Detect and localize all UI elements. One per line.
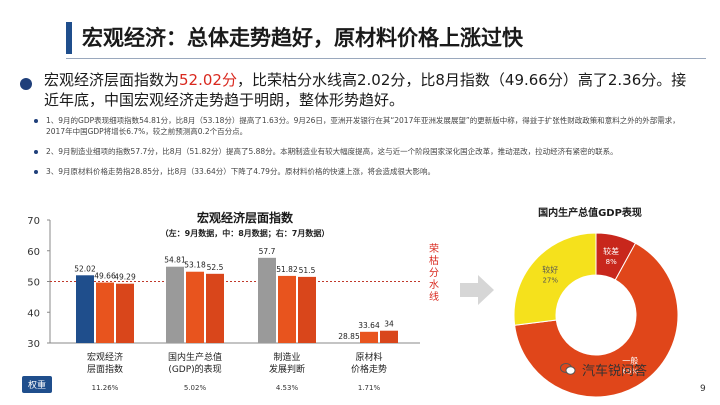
bar-value-label: 28.85 — [338, 332, 360, 341]
wechat-icon — [560, 363, 576, 375]
pie-slice — [514, 242, 679, 398]
sub-bullet-dot — [34, 170, 38, 174]
category-label: 发展判断 — [269, 363, 305, 375]
bar-chart-subtitle: （左：9月数据，中：8月数据；右：7月数据） — [161, 228, 330, 239]
main-bullet-highlight: 52.02分 — [179, 71, 237, 89]
main-bullet-pre: 宏观经济层面指数为 — [44, 71, 180, 89]
bar — [206, 273, 224, 343]
main-bullet-dot — [20, 78, 32, 90]
main-bullet-post: ，比荣枯分水线高2.02分，比8月指数（49.66分）高了2.36分。接近年底，… — [44, 71, 687, 109]
bar-value-label: 54.81 — [164, 256, 186, 265]
title-underline — [66, 58, 706, 59]
bar — [76, 275, 94, 343]
macro-index-bar-chart: 宏观经济层面指数 （左：9月数据，中：8月数据；右：7月数据） 30 40 50 60 70… — [22, 210, 439, 393]
category-label: 层面指数 — [87, 363, 123, 375]
threshold-label-char: 线 — [429, 290, 439, 303]
pie-slice-pct: 8% — [606, 258, 617, 266]
bar-value-label: 52.5 — [207, 263, 224, 272]
category-label: 原材料 — [355, 351, 382, 363]
category-label: 宏观经济 — [87, 351, 123, 363]
pie-slice — [513, 232, 597, 326]
category-label: 国内生产总值 — [168, 351, 222, 363]
category-label: 制造业 — [273, 351, 300, 363]
bar-value-label: 49.29 — [114, 273, 136, 282]
watermark-text: 汽车锐问答 — [582, 364, 648, 379]
bar — [258, 257, 276, 343]
bar — [186, 271, 204, 343]
sub-bullet-list: 1、9月的GDP表现细项指数54.81分，比8月（53.18分）提高了1.63分… — [34, 115, 694, 186]
category-label: (GDP)的表现 — [168, 363, 221, 375]
sub-bullet-text: 3、9月原材料价格走势指28.85分，比8月（33.64分）下降了4.79分。原… — [46, 167, 435, 176]
slide-title: 宏观经济：总体走势趋好，原材料价格上涨过快 — [82, 26, 523, 50]
bar — [116, 283, 134, 343]
weight-value: 5.02% — [184, 384, 207, 392]
sub-bullet-item: 3、9月原材料价格走势指28.85分，比8月（33.64分）下降了4.79分。原… — [34, 166, 694, 177]
y-tick-label: 30 — [27, 339, 40, 350]
y-tick-label: 60 — [27, 247, 40, 258]
sub-bullet-item: 1、9月的GDP表现细项指数54.81分，比8月（53.18分）提高了1.63分… — [34, 115, 694, 137]
main-bullet-text: 宏观经济层面指数为52.02分，比荣枯分水线高2.02分，比8月指数（49.66… — [44, 70, 694, 110]
weight-value: 4.53% — [276, 384, 299, 392]
bar-value-label: 51.82 — [276, 265, 298, 274]
weight-badge-label: 权重 — [28, 379, 46, 391]
bar-chart-title: 宏观经济层面指数 — [197, 210, 294, 225]
y-tick-label: 50 — [27, 278, 40, 289]
threshold-label-char: 分 — [429, 267, 439, 279]
bar — [96, 282, 114, 343]
page-number: 9 — [700, 384, 706, 394]
bar — [380, 330, 398, 343]
pie-slice-label: 较差 — [603, 246, 619, 256]
bar — [360, 331, 378, 343]
bar — [278, 275, 296, 343]
threshold-label-char: 枯 — [429, 254, 439, 267]
y-tick-label: 40 — [27, 308, 40, 319]
y-tick-label: 70 — [27, 216, 40, 227]
pie-slice-pct: 65% — [623, 367, 639, 375]
pie-slice-label: 一般 — [622, 355, 638, 365]
sub-bullet-item: 2、9月制造业细项的指数57.7分，比8月（51.82分）提高了5.88分。本期… — [34, 146, 694, 157]
bar-value-label: 34 — [384, 320, 394, 329]
weight-value: 11.26% — [92, 384, 119, 392]
bar — [166, 266, 184, 343]
sub-bullet-dot — [34, 119, 38, 123]
pie-slice-label: 较好 — [542, 265, 558, 275]
pie-chart-title: 国内生产总值GDP表现 — [538, 206, 642, 219]
slide-title-bar: 宏观经济：总体走势趋好，原材料价格上涨过快 — [66, 18, 706, 59]
bar-value-label: 49.66 — [94, 272, 116, 281]
pie-slice-pct: 27% — [542, 277, 558, 285]
bar-value-label: 52.02 — [74, 264, 96, 273]
bar-value-label: 57.7 — [259, 247, 276, 256]
sub-bullet-dot — [34, 150, 38, 154]
sub-bullet-text: 1、9月的GDP表现细项指数54.81分，比8月（53.18分）提高了1.63分… — [46, 116, 680, 136]
threshold-label-char: 荣 — [429, 243, 439, 255]
arrow-right-icon — [460, 275, 494, 305]
bar — [298, 276, 316, 343]
bar-value-label: 33.64 — [358, 321, 380, 330]
weight-badge — [22, 376, 52, 393]
weight-value: 1.71% — [358, 384, 381, 392]
title-accent-bar — [66, 22, 72, 54]
category-label: 价格走势 — [351, 363, 387, 375]
bar-value-label: 53.18 — [184, 261, 206, 270]
bar-value-label: 51.5 — [299, 266, 316, 275]
threshold-label-char: 水 — [429, 279, 439, 291]
sub-bullet-text: 2、9月制造业细项的指数57.7分，比8月（51.82分）提高了5.88分。本期… — [46, 147, 618, 156]
